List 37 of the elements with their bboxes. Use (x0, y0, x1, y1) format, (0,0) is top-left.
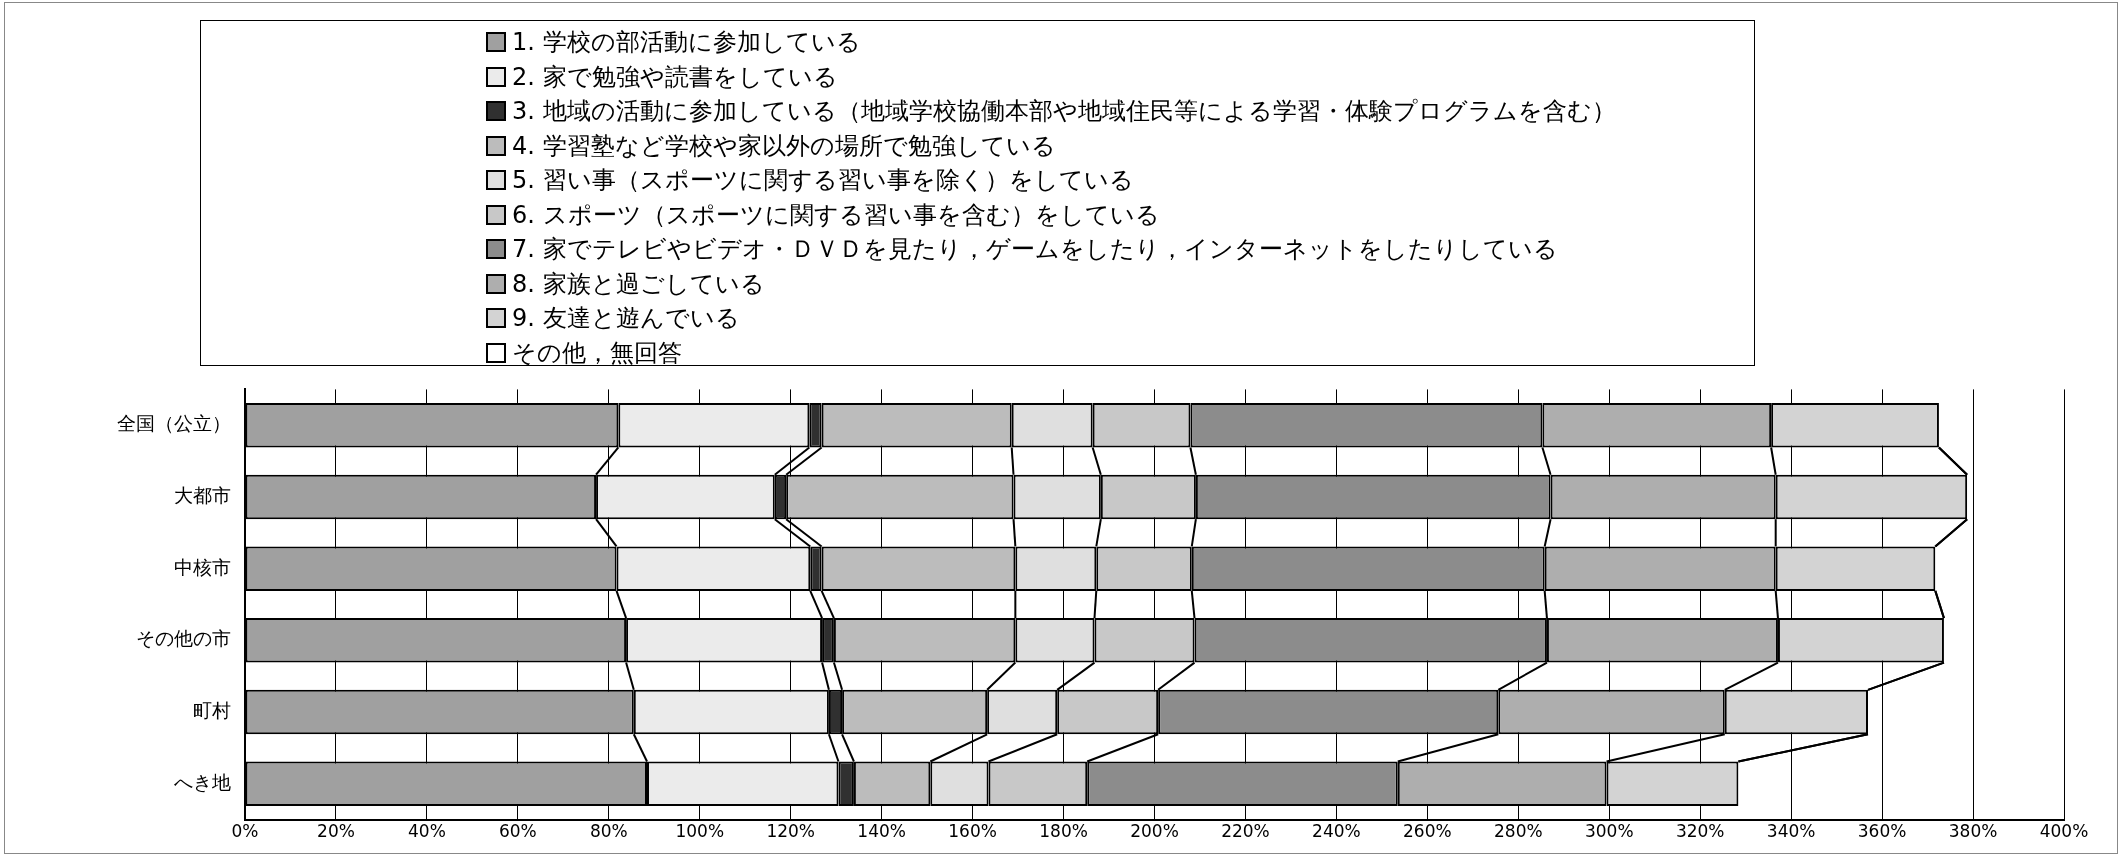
x-tick-label: 40% (408, 821, 446, 842)
x-tick-label: 340% (1766, 821, 1816, 842)
legend-label: その他，無回答 (512, 337, 682, 369)
y-tick-label: 町村 (193, 698, 231, 721)
legend-label: 4. 学習塾など学校や家以外の場所で勉強している (512, 130, 1056, 162)
y-tick-label: へき地 (174, 770, 231, 793)
legend-label: 6. スポーツ（スポーツに関する習い事を含む）をしている (512, 199, 1160, 231)
legend-label: 3. 地域の活動に参加している（地域学校協働本部や地域住民等による学習・体験プログラムを含む） (512, 96, 1616, 128)
x-tick-label: 0% (231, 821, 259, 842)
x-tick-label: 220% (1221, 821, 1270, 842)
x-tick-label: 380% (1948, 821, 1998, 842)
y-tick-label: 大都市 (174, 483, 231, 506)
x-tick-label: 280% (1494, 821, 1543, 842)
x-tick-label: 300% (1584, 821, 1634, 842)
x-tick-label: 320% (1675, 821, 1725, 842)
y-tick-label: その他の市 (136, 627, 231, 650)
x-tick-label: 260% (1403, 821, 1452, 842)
legend-label: 8. 家族と過ごしている (512, 268, 765, 300)
x-tick-label: 180% (1039, 821, 1088, 842)
x-tick-label: 60% (498, 821, 537, 842)
x-tick-label: 80% (589, 821, 628, 842)
legend-label: 5. 習い事（スポーツに関する習い事を除く）をしている (512, 165, 1134, 197)
y-tick-label: 全国（公立） (117, 412, 231, 435)
x-tick-label: 360% (1857, 821, 1907, 842)
x-tick-label: 20% (317, 821, 355, 842)
legend-label: 7. 家でテレビやビデオ・ＤＶＤを見たり，ゲームをしたり，インターネットをしたりしている (512, 234, 1558, 266)
y-tick-label: 中核市 (174, 555, 231, 578)
x-tick-label: 160% (948, 821, 997, 842)
x-tick-label: 200% (1130, 821, 1179, 842)
x-tick-label: 400% (2039, 821, 2089, 842)
legend-label: 9. 友達と遊んでいる (512, 303, 740, 335)
x-tick-label: 100% (675, 821, 725, 842)
x-tick-label: 120% (766, 821, 815, 842)
x-tick-label: 140% (857, 821, 906, 842)
legend-label: 1. 学校の部活動に参加している (512, 27, 861, 59)
x-tick-label: 240% (1312, 821, 1361, 842)
legend-label: 2. 家で勉強や読書をしている (512, 61, 838, 93)
